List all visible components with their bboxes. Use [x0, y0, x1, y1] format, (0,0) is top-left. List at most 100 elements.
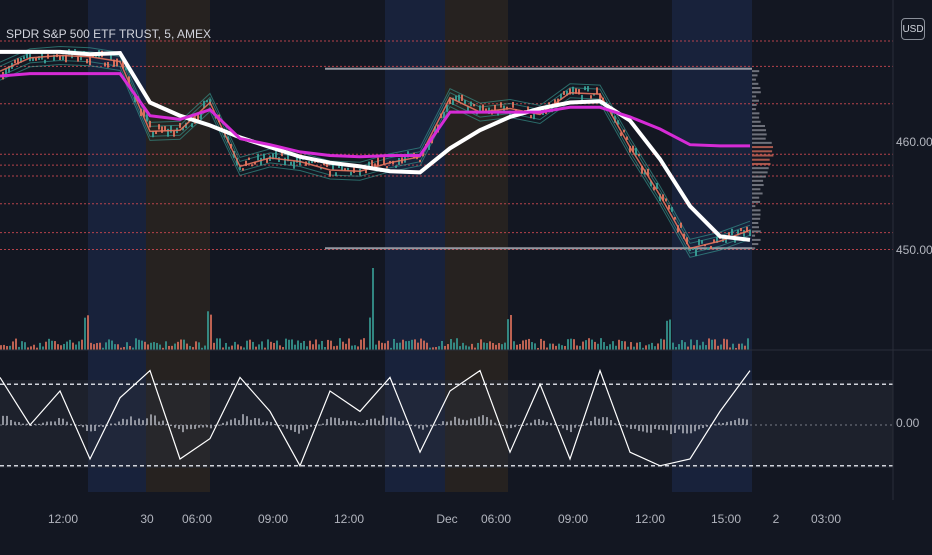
candle: [578, 89, 580, 95]
candle: [149, 120, 151, 128]
volume-bar: [300, 342, 302, 350]
candle: [467, 105, 469, 114]
candle: [683, 233, 685, 239]
volume-bar: [156, 342, 158, 350]
volume-bar: [96, 343, 98, 350]
volume-bar: [360, 339, 362, 350]
candle: [293, 161, 295, 169]
profile-bar: [752, 82, 759, 85]
volume-bar: [147, 344, 149, 350]
oscillator-histogram-bar: [262, 422, 264, 425]
time-label: 15:00: [710, 512, 742, 526]
profile-bar: [752, 87, 761, 90]
oscillator-histogram-bar: [310, 425, 312, 427]
candle: [548, 102, 550, 105]
oscillator-histogram-bar: [502, 425, 504, 426]
volume-bar: [387, 340, 389, 350]
candle: [707, 247, 709, 250]
volume-bar: [63, 343, 65, 350]
candle: [125, 67, 127, 71]
candle: [116, 58, 118, 66]
candle: [182, 127, 184, 131]
volume-bar: [543, 340, 545, 350]
oscillator-histogram-bar: [514, 425, 516, 428]
candle: [428, 142, 430, 150]
oscillator-histogram-bar: [490, 419, 492, 425]
candle: [623, 129, 625, 133]
volume-bar: [315, 339, 317, 350]
candle: [35, 57, 37, 61]
oscillator-histogram-bar: [102, 425, 104, 428]
volume-bar: [174, 343, 176, 350]
currency-badge[interactable]: USD: [901, 18, 925, 40]
volume-bar: [225, 342, 227, 350]
candle: [647, 168, 649, 176]
oscillator-histogram-bar: [706, 425, 708, 427]
volume-bar: [168, 345, 170, 350]
candle: [626, 136, 628, 140]
oscillator-histogram-bar: [186, 425, 188, 430]
oscillator-histogram-bar: [398, 421, 400, 425]
profile-bar: [752, 205, 756, 208]
candle: [284, 157, 286, 165]
volume-bar: [237, 344, 239, 350]
candle: [59, 55, 61, 61]
candle: [140, 108, 142, 117]
candle: [329, 170, 331, 177]
volume-bar: [348, 338, 350, 350]
volume-bar: [579, 345, 581, 350]
oscillator-histogram-bar: [178, 425, 180, 430]
candle: [26, 52, 28, 59]
oscillator-histogram-bar: [582, 424, 584, 426]
candle: [170, 125, 172, 133]
volume-bar: [378, 340, 380, 350]
volume-bar: [492, 343, 494, 350]
candle: [530, 115, 532, 119]
volume-bar: [201, 347, 203, 350]
volume-bar: [669, 319, 671, 350]
volume-bar: [246, 340, 248, 350]
vwap-line: [0, 72, 750, 159]
volume-bar: [18, 346, 20, 350]
volume-bar: [459, 346, 461, 350]
oscillator-histogram-bar: [10, 419, 12, 425]
candle: [455, 95, 457, 101]
candle: [596, 87, 598, 95]
profile-bar: [752, 200, 761, 203]
volume-bar: [87, 315, 89, 350]
oscillator-histogram-bar: [150, 414, 152, 425]
candle: [320, 167, 322, 170]
candle: [242, 168, 244, 171]
oscillator-histogram-bar: [686, 425, 688, 434]
volume-bar: [594, 341, 596, 350]
volume-bar: [522, 340, 524, 350]
candle: [560, 93, 562, 100]
volume-bar: [309, 340, 311, 350]
volume-bar: [105, 342, 107, 350]
volume-bar: [540, 338, 542, 350]
volume-bar: [624, 341, 626, 350]
volume-bar: [477, 342, 479, 350]
volume-bar: [687, 346, 689, 350]
oscillator-histogram-bar: [298, 425, 300, 434]
oscillator-histogram-bar: [734, 420, 736, 425]
volume-bar: [48, 338, 50, 350]
oscillator-histogram-bar: [474, 418, 476, 425]
oscillator-histogram-bar: [458, 418, 460, 425]
candle: [689, 248, 691, 251]
volume-bar: [372, 268, 374, 350]
candle: [740, 228, 742, 232]
volume-bar: [180, 339, 182, 350]
candle: [731, 228, 733, 236]
volume-bar: [510, 315, 512, 350]
profile-bar: [752, 108, 756, 111]
candle: [5, 68, 7, 76]
volume-bar: [288, 339, 290, 350]
volume-bar: [99, 342, 101, 350]
volume-bar: [582, 341, 584, 350]
profile-bar: [752, 124, 766, 127]
candle: [260, 157, 262, 165]
profile-bar: [752, 234, 756, 237]
